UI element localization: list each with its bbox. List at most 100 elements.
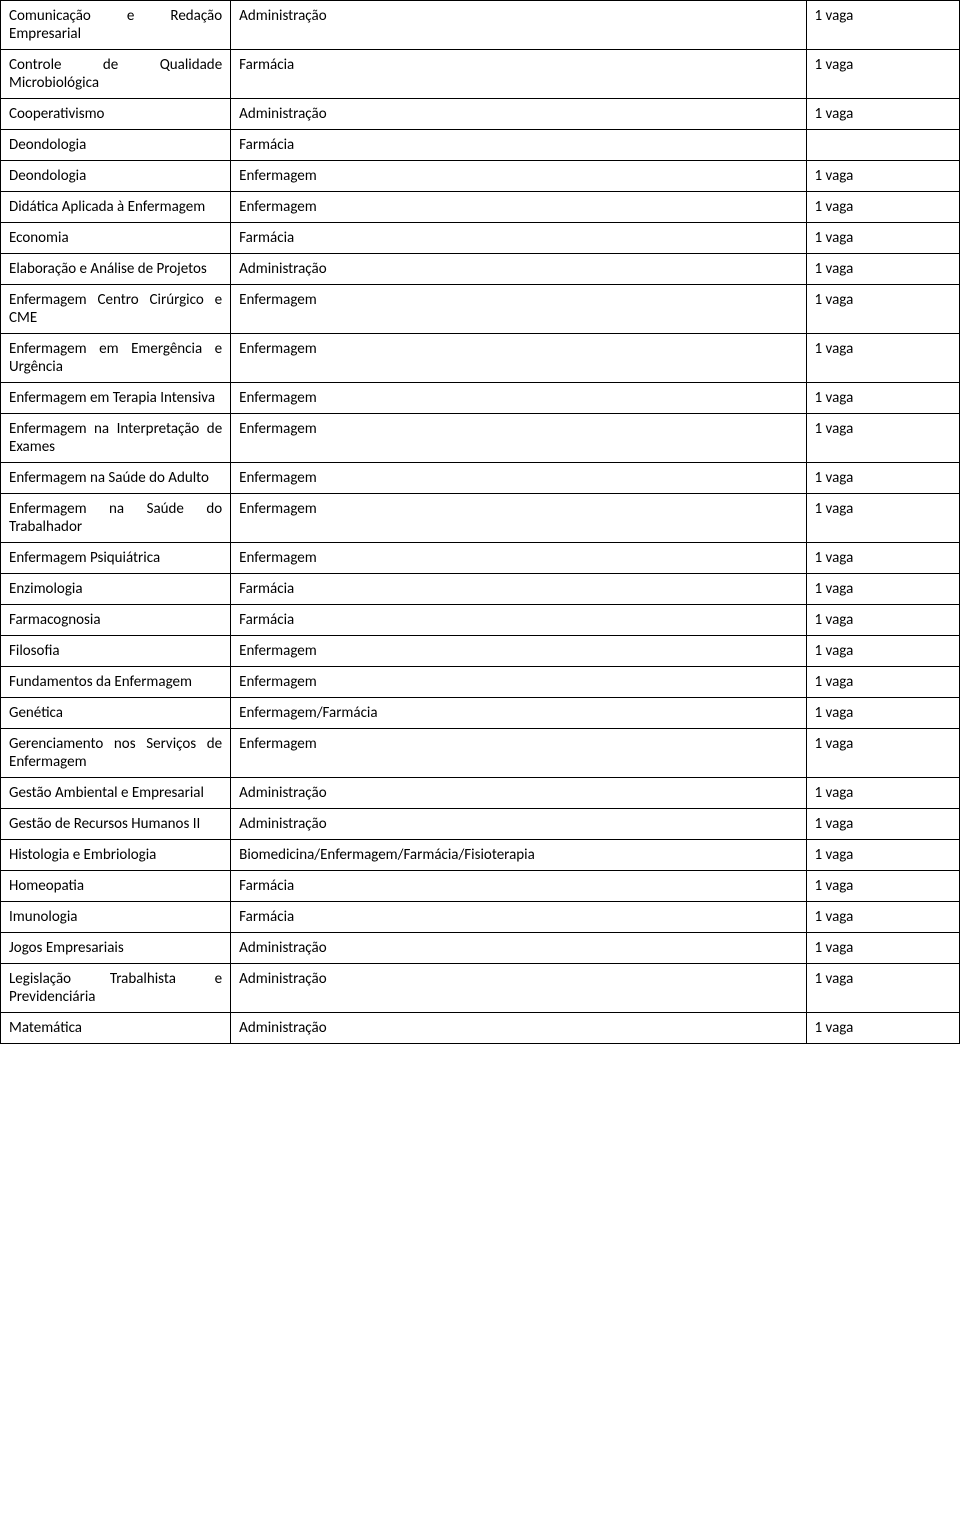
table-cell: 1 vaga <box>806 574 959 605</box>
table-row: EnzimologiaFarmácia1 vaga <box>1 574 960 605</box>
table-row: Comunicação e Redação EmpresarialAdminis… <box>1 1 960 50</box>
table-cell: 1 vaga <box>806 414 959 463</box>
table-cell: Enfermagem <box>231 192 806 223</box>
table-cell: Administração <box>231 809 806 840</box>
table-cell: 1 vaga <box>806 1 959 50</box>
table-cell: 1 vaga <box>806 902 959 933</box>
table-cell: Farmácia <box>231 130 806 161</box>
table-cell: Deondologia <box>1 130 231 161</box>
table-cell: Enfermagem <box>231 334 806 383</box>
table-cell: 1 vaga <box>806 964 959 1013</box>
table-cell: Administração <box>231 778 806 809</box>
table-row: GenéticaEnfermagem/Farmácia1 vaga <box>1 698 960 729</box>
table-cell: 1 vaga <box>806 223 959 254</box>
vacancies-table: Comunicação e Redação EmpresarialAdminis… <box>0 0 960 1044</box>
table-cell: 1 vaga <box>806 698 959 729</box>
table-cell: Enfermagem <box>231 463 806 494</box>
table-cell: Fundamentos da Enfermagem <box>1 667 231 698</box>
table-row: ImunologiaFarmácia1 vaga <box>1 902 960 933</box>
table-cell: Farmácia <box>231 902 806 933</box>
table-row: Enfermagem na Interpretação de ExamesEnf… <box>1 414 960 463</box>
table-row: CooperativismoAdministração1 vaga <box>1 99 960 130</box>
table-cell: Enfermagem <box>231 543 806 574</box>
table-cell: Didática Aplicada à Enfermagem <box>1 192 231 223</box>
table-row: Enfermagem em Terapia IntensivaEnfermage… <box>1 383 960 414</box>
table-cell: Administração <box>231 1013 806 1044</box>
table-cell: Farmácia <box>231 50 806 99</box>
table-row: HomeopatiaFarmácia1 vaga <box>1 871 960 902</box>
table-cell: Farmácia <box>231 574 806 605</box>
table-cell: 1 vaga <box>806 285 959 334</box>
table-cell: 1 vaga <box>806 463 959 494</box>
table-cell: 1 vaga <box>806 99 959 130</box>
table-cell: Homeopatia <box>1 871 231 902</box>
table-row: Gestão de Recursos Humanos IIAdministraç… <box>1 809 960 840</box>
table-cell: Gestão Ambiental e Empresarial <box>1 778 231 809</box>
table-row: Elaboração e Análise de ProjetosAdminist… <box>1 254 960 285</box>
table-cell: 1 vaga <box>806 667 959 698</box>
table-row: DeondologiaFarmácia <box>1 130 960 161</box>
table-row: Jogos EmpresariaisAdministração1 vaga <box>1 933 960 964</box>
table-body: Comunicação e Redação EmpresarialAdminis… <box>1 1 960 1044</box>
table-row: FilosofiaEnfermagem1 vaga <box>1 636 960 667</box>
table-cell: Genética <box>1 698 231 729</box>
table-cell: Enfermagem na Saúde do Trabalhador <box>1 494 231 543</box>
table-cell: Farmácia <box>231 223 806 254</box>
table-cell <box>806 130 959 161</box>
table-cell: Deondologia <box>1 161 231 192</box>
table-row: EconomiaFarmácia1 vaga <box>1 223 960 254</box>
table-cell: Administração <box>231 99 806 130</box>
table-cell: Biomedicina/Enfermagem/Farmácia/Fisioter… <box>231 840 806 871</box>
table-cell: 1 vaga <box>806 543 959 574</box>
table-row: Legislação Trabalhista e PrevidenciáriaA… <box>1 964 960 1013</box>
table-row: FarmacognosiaFarmácia1 vaga <box>1 605 960 636</box>
table-cell: Enfermagem <box>231 494 806 543</box>
table-cell: Administração <box>231 964 806 1013</box>
table-cell: Farmácia <box>231 871 806 902</box>
table-cell: Gerenciamento nos Serviços de Enfermagem <box>1 729 231 778</box>
table-row: Histologia e EmbriologiaBiomedicina/Enfe… <box>1 840 960 871</box>
table-row: Enfermagem Centro Cirúrgico e CMEEnferma… <box>1 285 960 334</box>
table-cell: Elaboração e Análise de Projetos <box>1 254 231 285</box>
table-cell: Enfermagem <box>231 285 806 334</box>
table-row: Enfermagem em Emergência e UrgênciaEnfer… <box>1 334 960 383</box>
table-cell: Matemática <box>1 1013 231 1044</box>
table-row: MatemáticaAdministração1 vaga <box>1 1013 960 1044</box>
table-cell: Enzimologia <box>1 574 231 605</box>
table-cell: 1 vaga <box>806 778 959 809</box>
table-row: Enfermagem PsiquiátricaEnfermagem1 vaga <box>1 543 960 574</box>
table-cell: Enfermagem na Interpretação de Exames <box>1 414 231 463</box>
table-cell: 1 vaga <box>806 840 959 871</box>
table-row: DeondologiaEnfermagem1 vaga <box>1 161 960 192</box>
table-cell: 1 vaga <box>806 636 959 667</box>
table-cell: Filosofia <box>1 636 231 667</box>
table-cell: Enfermagem Centro Cirúrgico e CME <box>1 285 231 334</box>
table-row: Gestão Ambiental e EmpresarialAdministra… <box>1 778 960 809</box>
table-cell: 1 vaga <box>806 494 959 543</box>
table-cell: Enfermagem em Terapia Intensiva <box>1 383 231 414</box>
table-row: Enfermagem na Saúde do TrabalhadorEnferm… <box>1 494 960 543</box>
table-cell: Enfermagem <box>231 729 806 778</box>
table-cell: Cooperativismo <box>1 99 231 130</box>
table-cell: Farmácia <box>231 605 806 636</box>
table-row: Gerenciamento nos Serviços de Enfermagem… <box>1 729 960 778</box>
table-cell: 1 vaga <box>806 50 959 99</box>
table-cell: 1 vaga <box>806 161 959 192</box>
table-cell: Enfermagem <box>231 414 806 463</box>
table-cell: Enfermagem <box>231 161 806 192</box>
table-cell: 1 vaga <box>806 809 959 840</box>
table-cell: Enfermagem/Farmácia <box>231 698 806 729</box>
table-row: Enfermagem na Saúde do AdultoEnfermagem1… <box>1 463 960 494</box>
table-row: Fundamentos da EnfermagemEnfermagem1 vag… <box>1 667 960 698</box>
table-cell: Jogos Empresariais <box>1 933 231 964</box>
table-cell: 1 vaga <box>806 334 959 383</box>
table-cell: 1 vaga <box>806 729 959 778</box>
table-row: Controle de Qualidade MicrobiológicaFarm… <box>1 50 960 99</box>
table-cell: Enfermagem <box>231 667 806 698</box>
table-cell: 1 vaga <box>806 192 959 223</box>
table-cell: 1 vaga <box>806 254 959 285</box>
table-cell: Legislação Trabalhista e Previdenciária <box>1 964 231 1013</box>
table-cell: Enfermagem em Emergência e Urgência <box>1 334 231 383</box>
table-cell: Histologia e Embriologia <box>1 840 231 871</box>
table-cell: Enfermagem <box>231 383 806 414</box>
